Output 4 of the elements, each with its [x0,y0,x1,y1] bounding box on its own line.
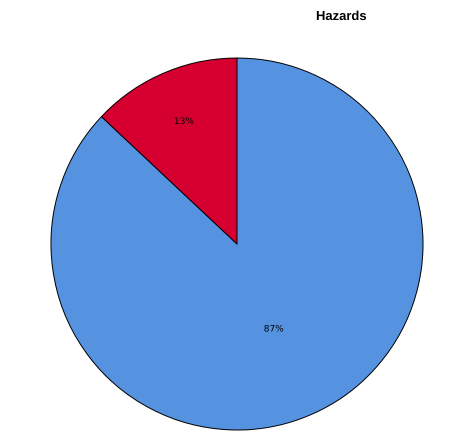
data-label: 13% [174,116,194,127]
pie-slice [50,58,424,430]
chart-title: Hazards [316,8,367,23]
data-label: 87% [264,324,284,334]
